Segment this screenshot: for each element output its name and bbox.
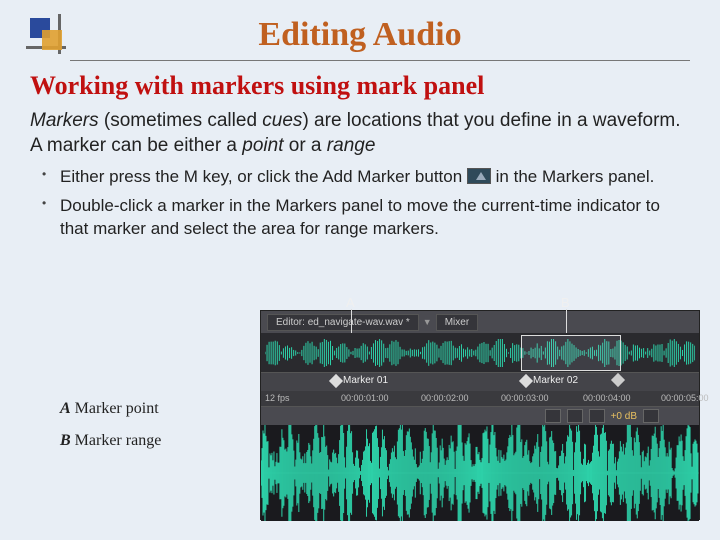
marker-range-b-end xyxy=(613,375,623,385)
marker-bar: Marker 01 Marker 02 xyxy=(261,373,699,391)
db-readout: +0 dB xyxy=(611,411,637,422)
bullet-item: Either press the M key, or click the Add… xyxy=(42,166,690,189)
timecode: 00:00:04:00 xyxy=(583,393,631,403)
timeline-ruler: 12 fps 00:00:01:00 00:00:02:00 00:00:03:… xyxy=(261,391,699,407)
overview-selection xyxy=(521,335,621,371)
section-heading: Working with markers using mark panel xyxy=(30,71,690,101)
timecode: 00:00:05:00 xyxy=(661,393,709,403)
timecode: 00:00:02:00 xyxy=(421,393,469,403)
figure-legend: A Marker point B Marker range xyxy=(60,400,161,464)
overview-waveform xyxy=(265,339,695,367)
content-area: Working with markers using mark panel Ma… xyxy=(0,61,720,241)
timecode: 00:00:03:00 xyxy=(501,393,549,403)
editor-toolbar: +0 dB xyxy=(261,407,699,425)
tool-button xyxy=(545,409,561,423)
term-point: point xyxy=(242,135,283,156)
waveform-overview xyxy=(261,333,699,373)
bullet-list: Either press the M key, or click the Add… xyxy=(30,166,690,241)
fps-label: 12 fps xyxy=(265,393,290,403)
marker-diamond-icon xyxy=(329,373,343,387)
tool-button xyxy=(589,409,605,423)
marker-diamond-icon xyxy=(611,373,625,387)
timecode: 00:00:01:00 xyxy=(341,393,389,403)
tool-button xyxy=(643,409,659,423)
main-waveform xyxy=(261,425,699,521)
tool-button xyxy=(567,409,583,423)
add-marker-icon xyxy=(467,168,491,184)
slide-title: Editing Audio xyxy=(0,0,720,54)
bullet-item: Double-click a marker in the Markers pan… xyxy=(42,195,690,241)
editor-tab: Editor: ed_navigate-wav.wav * xyxy=(267,314,419,331)
intro-paragraph: Markers (sometimes called cues) are loca… xyxy=(30,109,690,158)
term-cues: cues xyxy=(262,110,302,131)
legend-b: B Marker range xyxy=(60,432,161,450)
term-range: range xyxy=(327,135,376,156)
callout-line-b xyxy=(566,309,567,333)
marker-range-b-start: Marker 02 xyxy=(521,375,578,386)
mixer-tab: Mixer xyxy=(436,314,478,331)
callout-a: A xyxy=(346,295,355,310)
callout-b: B xyxy=(561,295,570,310)
editor-header: Editor: ed_navigate-wav.wav * ▼ Mixer xyxy=(261,311,699,333)
callout-line-a xyxy=(351,309,352,333)
marker-point-a: Marker 01 xyxy=(331,375,388,386)
marker-diamond-icon xyxy=(519,373,533,387)
legend-a: A Marker point xyxy=(60,400,161,418)
term-markers: Markers xyxy=(30,110,99,131)
slide-logo xyxy=(30,18,70,58)
audio-editor-screenshot: A B Editor: ed_navigate-wav.wav * ▼ Mixe… xyxy=(260,310,700,520)
dropdown-icon: ▼ xyxy=(423,317,432,327)
